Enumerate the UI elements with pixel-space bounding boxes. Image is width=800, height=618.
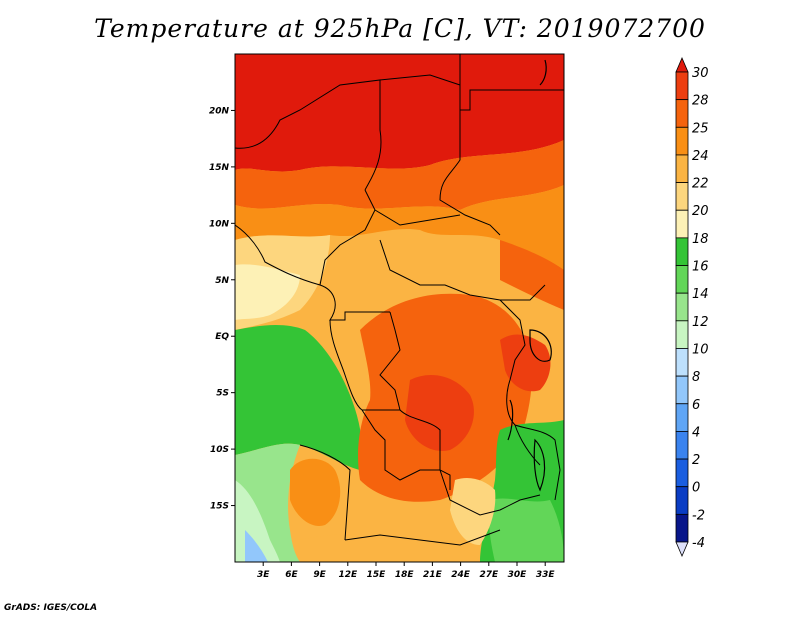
colorbar-label: 4 <box>692 425 700 440</box>
colorbar-bin <box>675 486 689 515</box>
colorbar-label: 12 <box>692 315 709 330</box>
colorbar-label: 18 <box>692 232 709 247</box>
x-tick-label: 30E <box>508 570 528 580</box>
x-tick-label: 21E <box>423 570 443 580</box>
map-title: Temperature at 925hPa [C], VT: 201907270… <box>94 14 706 43</box>
y-axis: 20N 15N 10N 5N EQ 5S 10S 15S <box>209 106 235 512</box>
grads-credit: GrADS: IGES/COLA <box>4 603 98 613</box>
x-tick-label: 9E <box>313 570 326 580</box>
colorbar-bin <box>675 513 689 543</box>
colorbar-bin <box>675 265 689 294</box>
colorbar-label: 20 <box>692 204 709 219</box>
y-tick-label: 20N <box>209 106 230 116</box>
y-tick-label: 10S <box>210 445 229 455</box>
colorbar-label: 2 <box>692 453 700 468</box>
colorbar-label: 30 <box>692 66 709 81</box>
temperature-field <box>235 54 564 562</box>
y-tick-label: EQ <box>215 332 229 342</box>
colorbar-bin <box>675 126 689 156</box>
x-tick-label: 24E <box>451 570 471 580</box>
x-tick-label: 33E <box>536 570 556 580</box>
colorbar-bin <box>675 182 689 211</box>
colorbar-bin <box>675 209 689 239</box>
colorbar-bin <box>675 71 689 101</box>
y-tick-label: 15S <box>210 502 229 512</box>
x-tick-label: 12E <box>338 570 358 580</box>
colorbar-label: 6 <box>692 398 700 413</box>
colorbar-bin <box>675 348 689 377</box>
colorbar-label: 10 <box>692 342 709 357</box>
y-tick-label: 10N <box>209 219 230 229</box>
colorbar-bin <box>675 99 689 128</box>
x-tick-label: 27E <box>479 570 499 580</box>
colorbar-bin <box>675 237 689 266</box>
colorbar-bin <box>675 320 689 349</box>
x-tick-label: 18E <box>395 570 415 580</box>
colorbar-label: 25 <box>692 121 709 136</box>
y-tick-label: 5S <box>216 389 229 399</box>
x-tick-label: 6E <box>285 570 298 580</box>
colorbar-bottom-arrow <box>675 541 689 558</box>
x-axis: 3E 6E 9E 12E 15E 18E 21E 24E 27E 30E 33E <box>257 562 555 580</box>
colorbar-bin <box>675 154 689 183</box>
colorbar-label: 28 <box>692 94 709 109</box>
colorbar-label: 8 <box>692 370 700 385</box>
plot-frame <box>234 53 565 563</box>
colorbar-label: 0 <box>692 481 700 496</box>
colorbar-bin <box>675 458 689 488</box>
colorbar-label: 14 <box>692 287 709 302</box>
colorbar-label: -4 <box>692 536 705 551</box>
x-tick-label: 15E <box>367 570 387 580</box>
colorbar-label: -2 <box>692 508 705 523</box>
colorbar-label: 24 <box>692 149 709 164</box>
y-tick-label: 15N <box>209 163 230 173</box>
colorbar-bin <box>675 431 689 460</box>
x-tick-label: 3E <box>257 570 270 580</box>
colorbar-bin <box>675 375 689 405</box>
colorbar-bin <box>675 292 689 322</box>
colorbar-top-arrow <box>675 56 689 73</box>
colorbar-bin <box>675 403 689 432</box>
colorbar-label: 22 <box>692 177 709 192</box>
y-tick-label: 5N <box>215 276 229 286</box>
colorbar-label: 16 <box>692 260 709 275</box>
